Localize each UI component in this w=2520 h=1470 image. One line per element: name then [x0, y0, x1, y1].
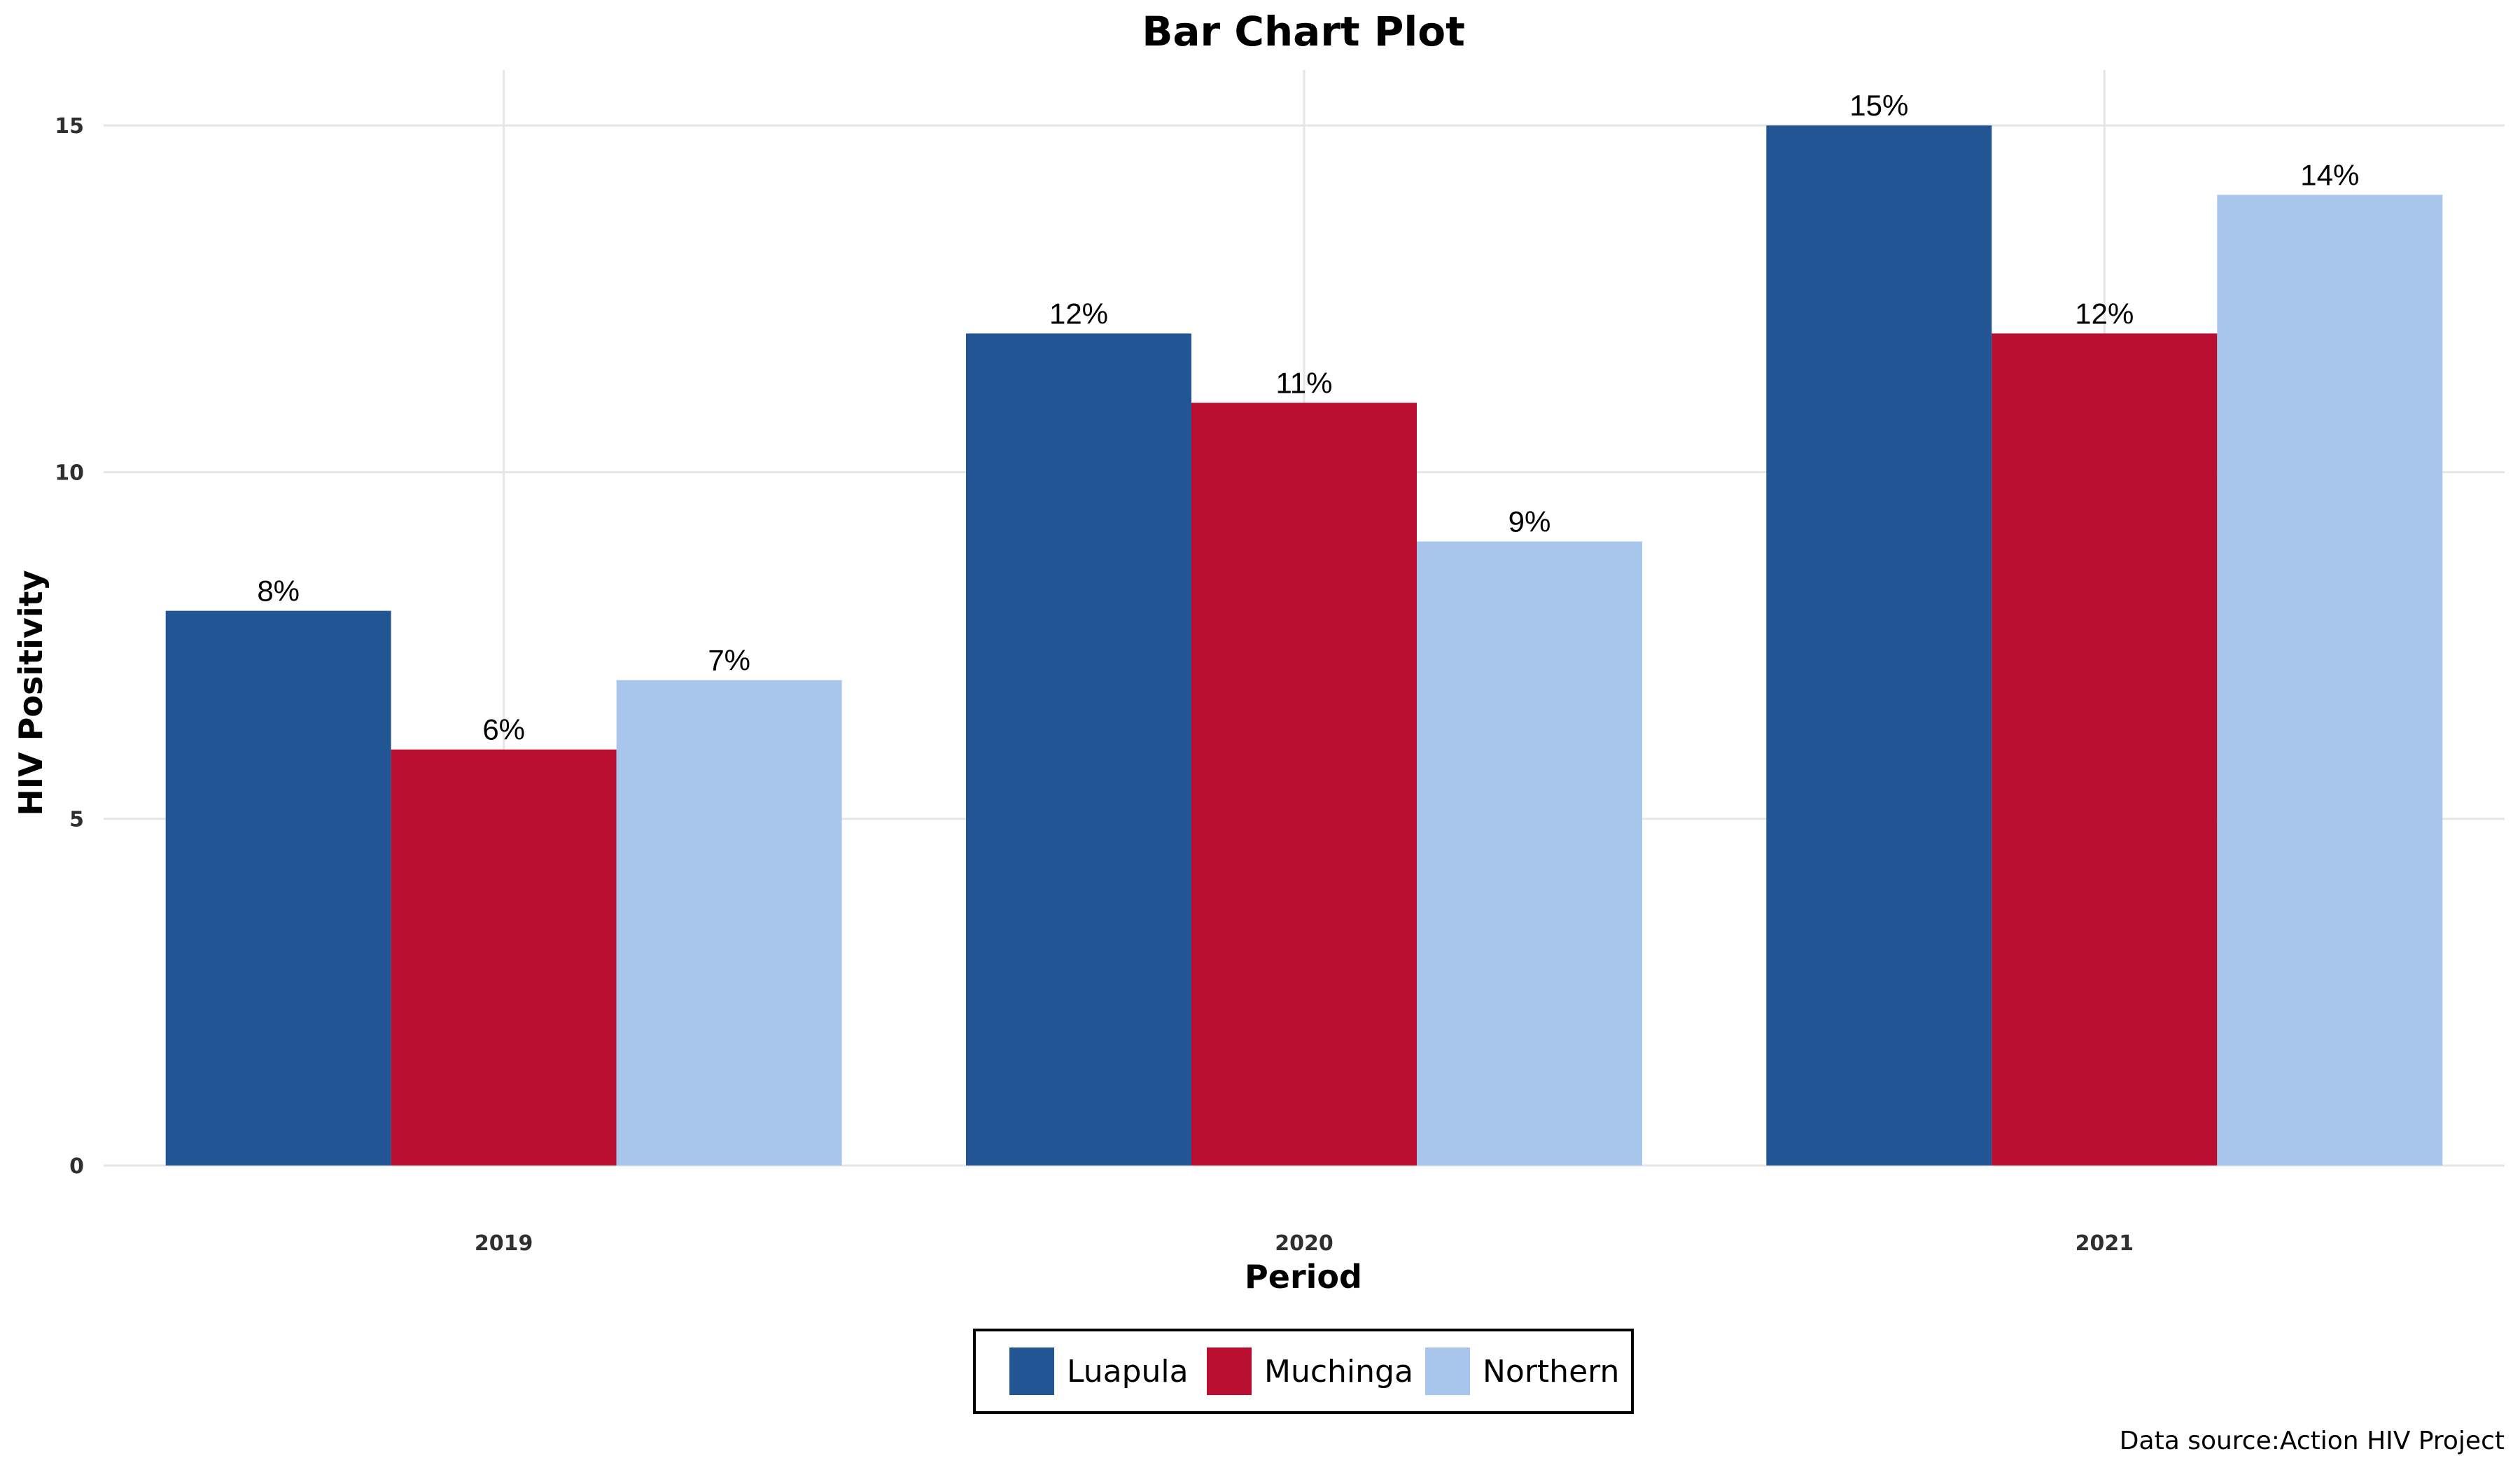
- x-tick-label: 2019: [475, 1231, 533, 1256]
- data-label: 7%: [708, 644, 750, 677]
- data-label-layer: 8% 6% 7% 12% 11% 9% 15% 12% 14%: [257, 89, 2359, 746]
- data-label: 15%: [1849, 89, 1908, 122]
- data-label: 12%: [2075, 297, 2134, 330]
- y-tick-label: 10: [55, 461, 84, 485]
- legend-swatch: [1207, 1348, 1252, 1395]
- bar: [1417, 541, 1642, 1166]
- legend-label: Northern: [1483, 1354, 1619, 1390]
- y-tick-labels: 0 5 10 15: [55, 114, 84, 1179]
- legend-items: Luapula Muchinga Northern: [1009, 1348, 1619, 1395]
- x-tick-label: 2020: [1275, 1231, 1334, 1256]
- bar: [1191, 402, 1417, 1166]
- x-axis-title: Period: [1245, 1258, 1362, 1296]
- data-label: 11%: [1276, 366, 1333, 399]
- bar: [616, 680, 842, 1166]
- bar: [391, 749, 617, 1166]
- legend-swatch: [1009, 1348, 1054, 1395]
- data-label: 6%: [482, 713, 525, 746]
- data-label: 8%: [257, 575, 300, 608]
- bar: [2217, 195, 2443, 1166]
- legend-label: Luapula: [1067, 1354, 1189, 1390]
- data-label: 14%: [2300, 158, 2359, 191]
- y-tick-label: 15: [55, 114, 84, 139]
- legend-swatch: [1425, 1348, 1470, 1395]
- legend: Luapula Muchinga Northern: [973, 1329, 1634, 1414]
- chart-title: Bar Chart Plot: [1142, 8, 1465, 55]
- bar-layer: [165, 125, 2443, 1166]
- legend-label: Muchinga: [1264, 1354, 1413, 1390]
- x-tick-label: 2021: [2076, 1231, 2134, 1256]
- x-tick-labels: 2019 2020 2021: [475, 1231, 2134, 1256]
- y-tick-label: 5: [69, 808, 84, 832]
- legend-box: [973, 1329, 1634, 1414]
- data-label: 9%: [1508, 505, 1551, 538]
- bar: [966, 333, 1191, 1166]
- bar: [1766, 125, 1992, 1166]
- data-label: 12%: [1049, 297, 1108, 330]
- data-source-caption: Data source:Action HIV Project: [2120, 1427, 2505, 1455]
- y-axis-title: HIV Positivity: [12, 570, 50, 816]
- y-tick-label: 0: [69, 1154, 84, 1179]
- bar: [1991, 333, 2218, 1166]
- bar: [165, 610, 391, 1166]
